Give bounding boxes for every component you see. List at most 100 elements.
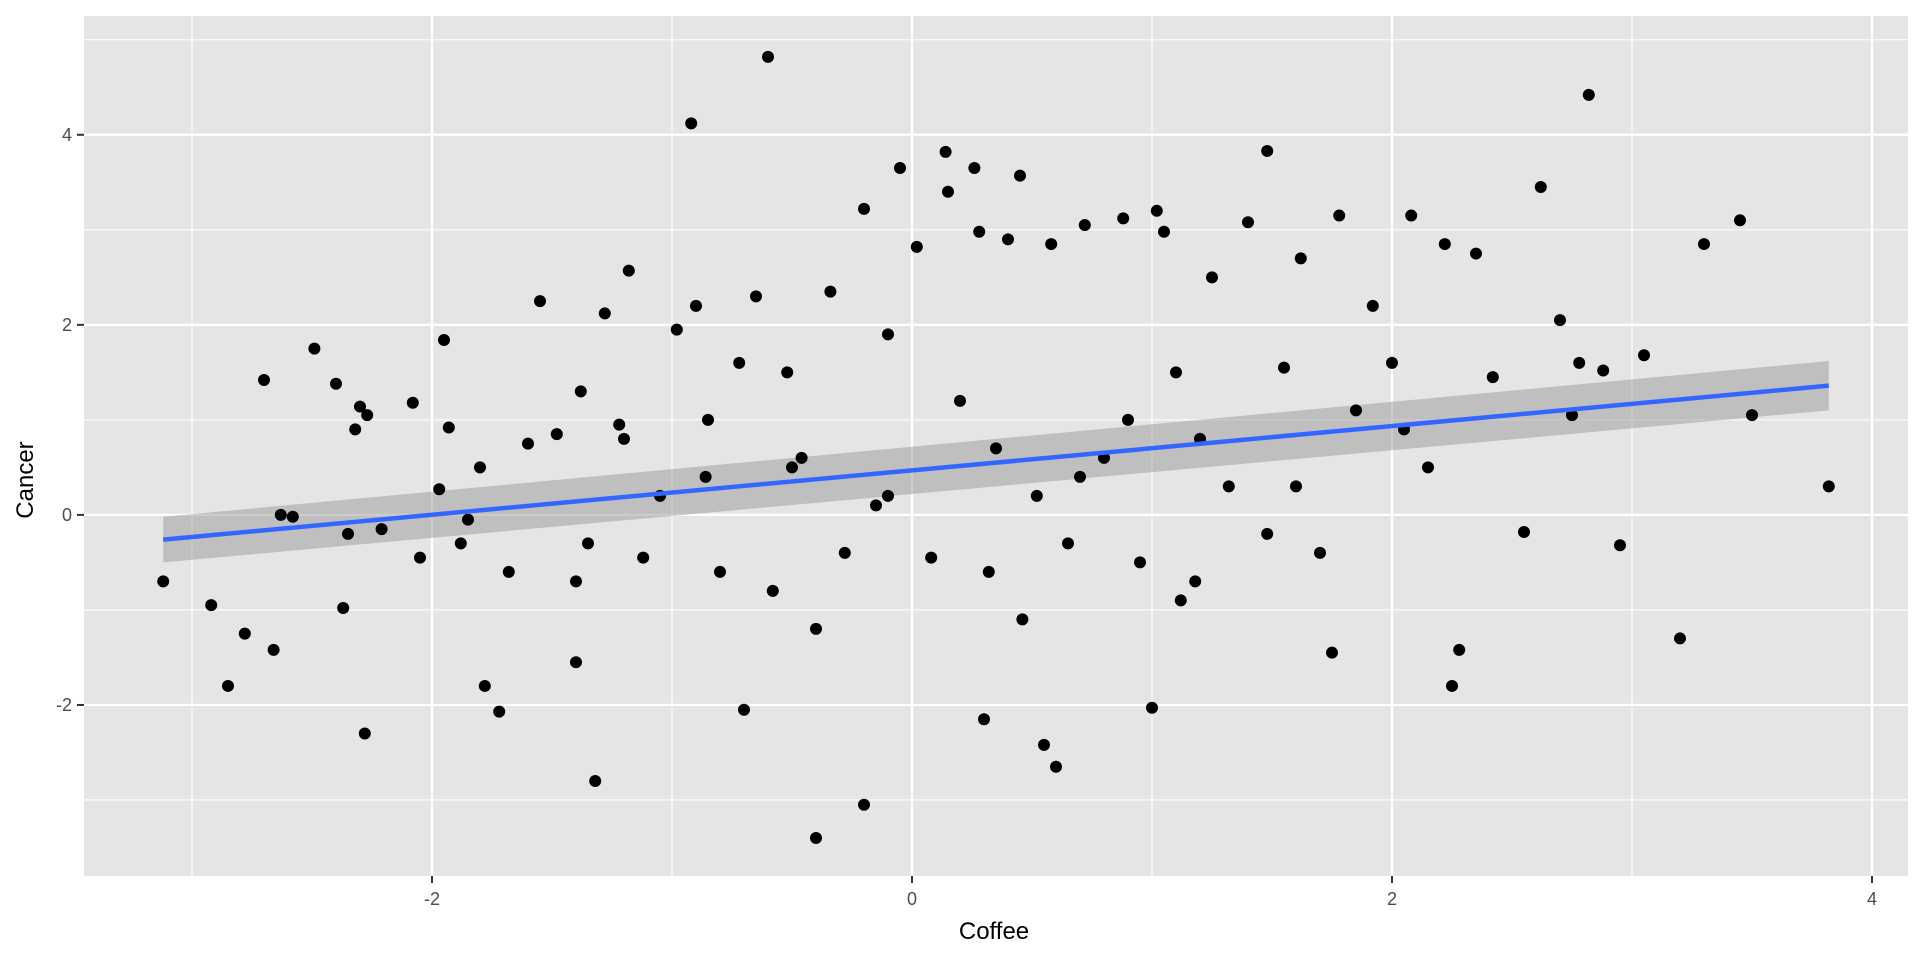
data-point — [534, 295, 546, 308]
data-point — [894, 162, 906, 175]
data-point — [882, 328, 894, 341]
data-point — [238, 627, 251, 640]
data-point — [1158, 225, 1170, 238]
data-point — [375, 523, 388, 536]
data-point — [157, 575, 170, 588]
data-point — [1206, 271, 1218, 284]
data-point — [550, 428, 563, 441]
data-point — [714, 565, 726, 578]
data-point — [810, 831, 822, 844]
data-point — [308, 342, 321, 355]
data-point — [1746, 409, 1758, 422]
data-point — [786, 461, 798, 474]
data-point — [1050, 760, 1062, 773]
data-point — [1582, 88, 1595, 101]
data-point — [973, 225, 986, 238]
data-point — [358, 727, 371, 740]
data-point — [205, 599, 218, 612]
data-point — [1486, 371, 1499, 384]
data-point — [622, 264, 635, 277]
data-point — [1261, 527, 1274, 540]
x-tick-label: 0 — [907, 889, 917, 909]
data-point — [1278, 361, 1290, 374]
data-point — [685, 117, 698, 130]
data-point — [637, 551, 650, 564]
data-point — [286, 510, 299, 523]
data-point — [1554, 314, 1566, 327]
data-point — [1597, 364, 1610, 377]
data-point — [1016, 613, 1029, 626]
data-point — [589, 774, 602, 787]
data-point — [337, 602, 350, 615]
data-point — [613, 418, 626, 431]
data-point — [762, 50, 774, 63]
data-point — [478, 679, 491, 692]
data-point — [1150, 204, 1163, 217]
data-point — [1242, 216, 1254, 229]
data-point — [1573, 356, 1586, 369]
data-point — [1453, 643, 1466, 656]
data-point — [1366, 299, 1379, 312]
data-point — [781, 366, 794, 379]
y-tick-label: -2 — [56, 695, 72, 715]
data-point — [670, 323, 683, 336]
data-point — [274, 508, 287, 521]
data-point — [442, 421, 455, 434]
y-axis: -2 0 2 4 — [56, 125, 84, 715]
data-point — [1261, 144, 1274, 157]
data-point — [1074, 470, 1086, 483]
data-point — [858, 798, 870, 811]
data-point — [1734, 214, 1746, 227]
x-tick-label: 2 — [1387, 889, 1397, 909]
data-point — [925, 551, 938, 564]
data-point — [1314, 546, 1326, 559]
x-axis-title: Coffee — [959, 918, 1029, 945]
data-point — [1438, 238, 1451, 251]
data-point — [433, 483, 446, 496]
y-axis-title: Cancer — [12, 441, 39, 518]
data-point — [493, 705, 506, 718]
data-point — [1674, 632, 1686, 645]
data-point — [1189, 575, 1202, 588]
data-point — [502, 565, 515, 578]
data-point — [1290, 480, 1302, 493]
data-point — [982, 565, 995, 578]
x-tick-label: 4 — [1867, 889, 1877, 909]
data-point — [1386, 356, 1398, 369]
data-point — [438, 334, 450, 347]
y-tick-label: 0 — [62, 505, 72, 525]
data-point — [462, 513, 474, 526]
data-point — [222, 679, 234, 692]
data-point — [795, 451, 808, 464]
data-point — [942, 185, 954, 198]
data-point — [574, 385, 587, 398]
y-tick-label: 4 — [62, 125, 72, 145]
data-point — [1045, 238, 1058, 251]
y-tick-label: 2 — [62, 315, 72, 335]
data-point — [522, 437, 534, 450]
data-point — [1062, 537, 1074, 550]
data-point — [954, 394, 966, 407]
data-point — [1405, 209, 1418, 222]
data-point — [258, 373, 270, 386]
data-point — [1122, 413, 1134, 426]
data-point — [1333, 209, 1346, 222]
data-point — [330, 377, 342, 390]
data-point — [978, 713, 990, 726]
data-point — [1222, 480, 1235, 493]
grid-major — [84, 16, 1908, 876]
data-point — [349, 423, 362, 436]
data-point — [1566, 409, 1578, 422]
data-point — [570, 575, 582, 588]
data-point — [570, 656, 582, 669]
data-point — [968, 162, 981, 175]
data-point — [342, 527, 354, 540]
data-point — [361, 409, 374, 422]
data-point — [750, 290, 762, 303]
data-point — [838, 546, 851, 559]
data-point — [810, 622, 822, 635]
data-point — [1614, 539, 1626, 552]
data-point — [1518, 526, 1530, 538]
data-point — [406, 396, 419, 409]
